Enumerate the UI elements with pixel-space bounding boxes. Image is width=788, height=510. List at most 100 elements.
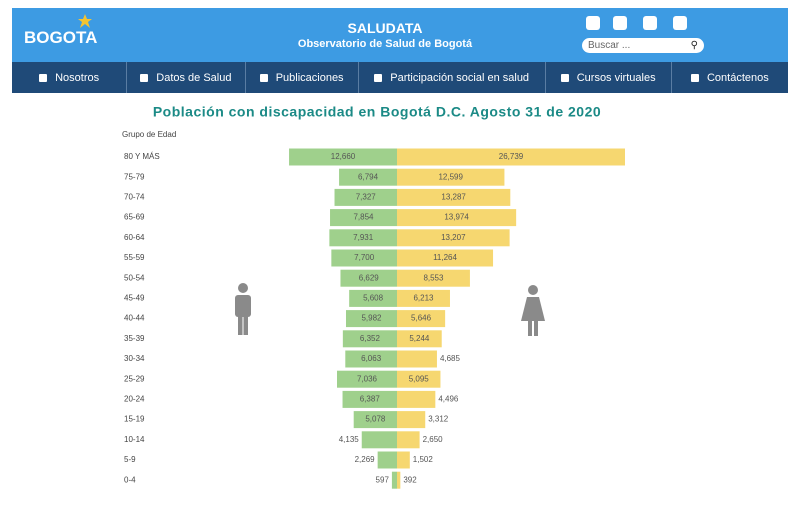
bar: [329, 229, 397, 247]
nav-item[interactable]: Datos de Salud: [127, 62, 246, 93]
bar: [397, 471, 401, 489]
nav-label: Participación social en salud: [390, 71, 530, 84]
bar: [349, 289, 397, 307]
bar: [397, 310, 446, 328]
value-label: 7,931: [353, 233, 374, 242]
category-label: 10-14: [124, 435, 145, 444]
value-label: 3,312: [428, 415, 449, 424]
facebook-icon[interactable]: [586, 16, 600, 30]
bar: [397, 350, 437, 368]
category-label: 50-54: [124, 273, 145, 282]
nav-bar: Nosotros Datos de Salud Publicaciones Pa…: [12, 62, 788, 93]
nav-label: Nosotros: [55, 71, 100, 84]
value-label: 5,646: [411, 314, 432, 323]
value-label: 11,264: [433, 253, 457, 262]
nav-item[interactable]: Contáctenos: [672, 62, 788, 93]
bar: [391, 471, 397, 489]
instagram-icon[interactable]: [643, 16, 657, 30]
bar: [397, 289, 450, 307]
category-label: 55-59: [124, 253, 145, 262]
nav-label: Cursos virtuales: [576, 71, 656, 84]
value-label: 8,553: [423, 273, 444, 282]
category-label: 0-4: [124, 475, 136, 484]
value-label: 4,685: [440, 354, 461, 363]
category-label: 80 Y MÁS: [124, 152, 160, 161]
logo[interactable]: BOGOTA: [24, 28, 98, 47]
bar: [377, 451, 397, 469]
category-label: 75-79: [124, 172, 145, 181]
bar: [337, 370, 397, 388]
bar: [340, 269, 397, 287]
bar: [361, 431, 397, 449]
category-label: 40-44: [124, 314, 145, 323]
category-label: 20-24: [124, 395, 145, 404]
value-label: 13,207: [441, 233, 466, 242]
bar: [334, 188, 397, 206]
logo-star: [78, 14, 92, 28]
bar: [397, 269, 470, 287]
bar: [397, 188, 511, 206]
value-label: 5,982: [361, 314, 382, 323]
youtube-icon[interactable]: [673, 16, 687, 30]
header: BOGOTA SALUDATA Observatorio de Salud de…: [12, 8, 788, 62]
value-label: 6,352: [360, 334, 381, 343]
bar: [330, 209, 397, 227]
category-label: 30-34: [124, 354, 145, 363]
nav-label: Contáctenos: [706, 71, 769, 84]
category-label: 65-69: [124, 213, 145, 222]
bar: [397, 249, 494, 267]
category-label: 35-39: [124, 334, 145, 343]
nav-item[interactable]: Cursos virtuales: [546, 62, 672, 93]
value-label: 7,327: [356, 193, 377, 202]
category-label: 70-74: [124, 193, 145, 202]
category-label: 25-29: [124, 374, 145, 383]
value-label: 6,629: [359, 273, 380, 282]
bar: [342, 390, 397, 408]
nav-item[interactable]: Participación social en salud: [359, 62, 546, 93]
search-placeholder: Buscar ...: [588, 40, 631, 51]
nav-item[interactable]: Publicaciones: [246, 62, 359, 93]
value-label: 5,608: [363, 294, 384, 303]
value-label: 2,269: [355, 455, 376, 464]
bar: [397, 330, 442, 348]
value-label: 7,700: [354, 253, 375, 262]
male-icon: [235, 283, 251, 335]
category-label: 15-19: [124, 415, 145, 424]
site-title: SALUDATA: [347, 20, 423, 36]
category-label: 60-64: [124, 233, 145, 242]
chart-title: Población con discapacidad en Bogotá D.C…: [153, 104, 601, 120]
bar: [345, 310, 397, 328]
value-label: 6,794: [358, 172, 379, 181]
bar: [339, 168, 397, 186]
search-icon[interactable]: ⚲: [690, 40, 698, 51]
value-label: 2,650: [423, 435, 444, 444]
value-label: 12,599: [438, 172, 463, 181]
bar: [397, 431, 420, 449]
site-subtitle: Observatorio de Salud de Bogotá: [297, 38, 473, 50]
bar: [397, 370, 441, 388]
value-label: 13,974: [444, 213, 469, 222]
search-box[interactable]: Buscar ... ⚲: [582, 38, 704, 53]
value-label: 12,660: [331, 152, 356, 161]
bar: [331, 249, 397, 267]
bar: [397, 168, 505, 186]
value-label: 1,502: [413, 455, 434, 464]
value-label: 6,213: [413, 294, 434, 303]
category-label: 5-9: [124, 455, 136, 464]
value-label: 26,739: [499, 152, 524, 161]
chart: Población con discapacidad en Bogotá D.C…: [122, 104, 625, 489]
value-label: 597: [376, 475, 390, 484]
bar: [345, 350, 397, 368]
value-label: 5,078: [365, 415, 386, 424]
bar: [289, 148, 397, 166]
value-label: 392: [403, 475, 417, 484]
nav-item[interactable]: Nosotros: [12, 62, 128, 93]
twitter-icon[interactable]: [613, 16, 627, 30]
bar: [397, 451, 410, 469]
value-label: 7,854: [353, 213, 374, 222]
nav-label: Datos de Salud: [156, 71, 232, 84]
female-icon: [521, 285, 545, 336]
value-label: 4,496: [438, 395, 459, 404]
nav-label: Publicaciones: [275, 71, 344, 84]
